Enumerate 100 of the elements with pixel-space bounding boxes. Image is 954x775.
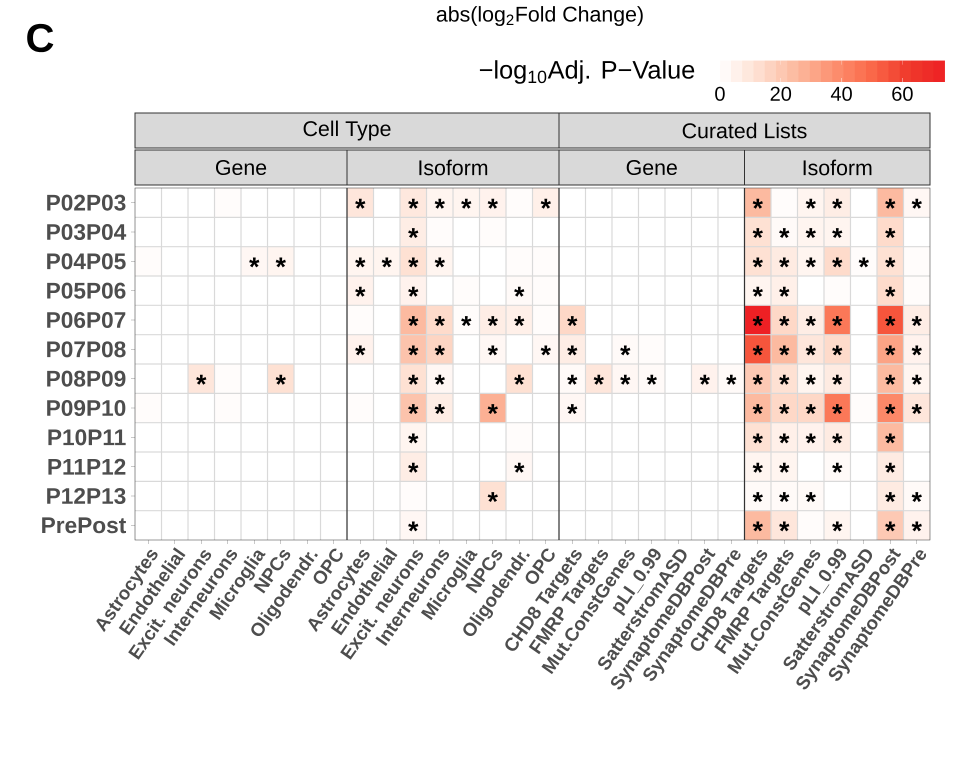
color-bar-title: −log$_{10}$Adj. P−Value	[480, 60, 694, 84]
data-label: *	[832, 521, 842, 532]
data-label: *	[408, 521, 418, 532]
data-label: *	[832, 345, 842, 356]
data-label: *	[620, 345, 630, 356]
y-tick-label: P05P06	[47, 282, 126, 299]
data-label: *	[832, 198, 842, 209]
data-label: *	[434, 374, 445, 385]
data-label: *	[806, 228, 816, 238]
data-label: *	[912, 374, 922, 385]
data-label: *	[355, 198, 366, 209]
data-label: *	[832, 462, 842, 473]
data-label: *	[806, 404, 816, 414]
data-label: *	[752, 345, 763, 356]
data-label: *	[276, 374, 286, 385]
data-label: *	[779, 521, 790, 532]
data-label: *	[806, 492, 816, 502]
data-label: *	[488, 345, 498, 356]
data-label: *	[752, 374, 763, 385]
text: Isoform	[419, 160, 488, 176]
data-label: *	[620, 374, 630, 385]
data-label: *	[488, 492, 498, 502]
data-label: *	[885, 345, 896, 356]
y-tick-label: P03P04	[47, 224, 126, 240]
data-label: *	[540, 345, 551, 356]
data-label: *	[488, 316, 498, 326]
y-tick-label: P04P05	[47, 253, 126, 270]
text: Cell Type	[304, 120, 391, 140]
data-label: *	[806, 316, 816, 326]
data-label: *	[408, 404, 418, 414]
data-label: *	[779, 492, 790, 502]
data-label: *	[806, 198, 816, 209]
y-tick-label: P09P10	[47, 400, 126, 416]
y-tick-label: P12P13	[47, 488, 126, 504]
data-label: *	[408, 257, 418, 268]
data-label: *	[434, 198, 445, 209]
data-label: *	[885, 257, 896, 268]
data-label: *	[752, 286, 763, 297]
data-label: *	[700, 374, 710, 385]
y-tick-label: P10P11	[48, 429, 126, 446]
data-label: *	[752, 521, 763, 532]
text: Gene	[626, 160, 677, 176]
data-label: *	[752, 404, 763, 414]
data-label: *	[832, 257, 842, 268]
text: Isoform	[804, 160, 872, 176]
data-label: *	[355, 345, 366, 356]
data-label: *	[806, 345, 816, 356]
data-label: *	[567, 404, 578, 414]
data-label: *	[832, 433, 842, 444]
data-label: *	[408, 286, 418, 297]
data-label: *	[514, 316, 524, 326]
data-label: *	[594, 374, 604, 385]
data-label: *	[912, 345, 922, 356]
data-label: *	[382, 257, 392, 268]
data-label: *	[912, 492, 922, 502]
data-label: *	[408, 345, 418, 356]
data-label: *	[434, 257, 445, 268]
data-label: *	[408, 316, 418, 326]
data-label: *	[567, 316, 578, 326]
data-label: *	[806, 257, 816, 268]
data-label: *	[858, 257, 869, 268]
data-label: *	[567, 374, 578, 385]
data-label: *	[726, 374, 736, 385]
data-label: *	[752, 228, 763, 238]
data-label: *	[885, 228, 896, 238]
data-label: *	[912, 198, 922, 209]
data-label: *	[779, 374, 790, 385]
data-label: *	[752, 257, 763, 268]
y-tick-label: P08P09	[47, 370, 126, 387]
data-label: *	[832, 404, 842, 414]
data-label: *	[885, 198, 896, 209]
data-label: *	[832, 228, 842, 238]
data-label: *	[885, 316, 896, 326]
data-label: *	[514, 374, 524, 385]
data-label: *	[885, 374, 896, 385]
color-bar-label: 60	[892, 86, 913, 101]
data-label: *	[752, 462, 763, 473]
data-label: *	[461, 198, 472, 209]
data-label: *	[434, 345, 445, 356]
data-label: *	[434, 316, 445, 326]
data-label: *	[885, 462, 896, 473]
data-label: *	[514, 462, 524, 473]
data-label: *	[832, 316, 842, 326]
data-label: *	[488, 404, 498, 414]
y-tick-label: PrePost	[42, 517, 126, 534]
data-label: *	[646, 374, 657, 385]
data-label: *	[885, 286, 896, 297]
data-label: *	[514, 286, 524, 297]
data-label: *	[779, 462, 790, 473]
data-label: *	[196, 374, 206, 385]
data-label: *	[806, 374, 816, 385]
data-label: *	[752, 316, 763, 326]
data-label: *	[408, 462, 418, 473]
y-tick-label: P06P07	[47, 312, 126, 328]
data-label: *	[912, 404, 922, 414]
data-label: *	[779, 404, 790, 414]
text: Curated Lists	[682, 122, 807, 138]
color-bar-label: 40	[830, 86, 852, 101]
data-label: *	[355, 257, 366, 268]
data-label: *	[408, 433, 418, 444]
